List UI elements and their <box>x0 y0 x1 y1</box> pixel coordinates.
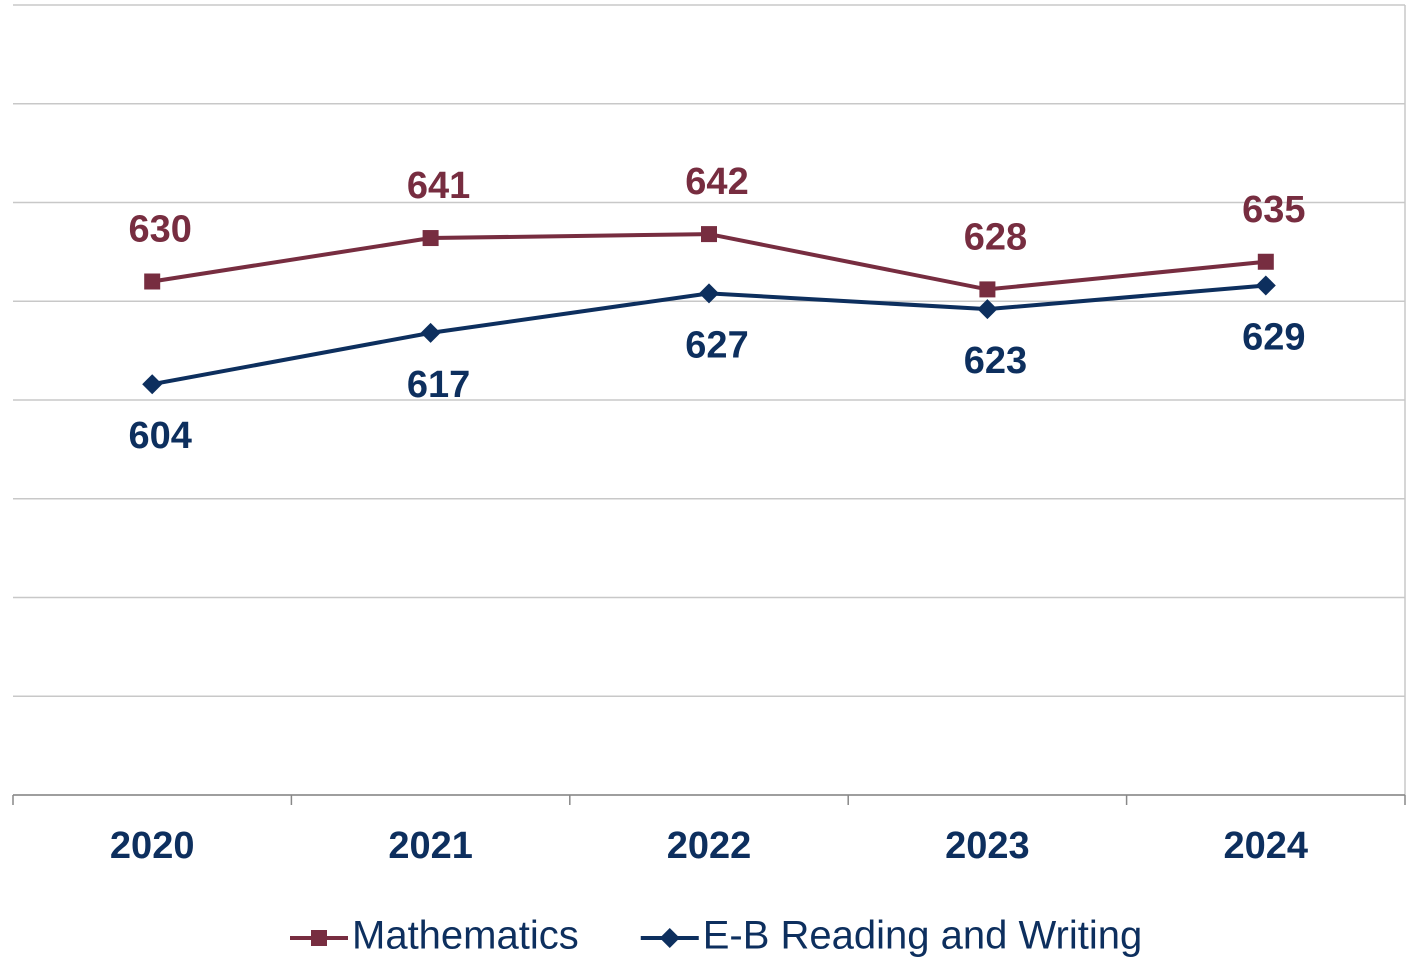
data-label: 604 <box>128 415 191 457</box>
marker <box>979 281 996 298</box>
x-tick-label: 2024 <box>1224 825 1309 867</box>
marker <box>420 322 441 343</box>
marker <box>422 230 439 247</box>
marker <box>1257 253 1274 270</box>
data-label: 617 <box>407 364 470 406</box>
marker <box>977 299 998 320</box>
legend-label: Mathematics <box>352 914 579 958</box>
marker <box>699 283 719 304</box>
marker <box>659 928 680 948</box>
marker <box>311 930 327 946</box>
legend-label: E-B Reading and Writing <box>703 914 1143 958</box>
x-tick-label: 2020 <box>110 825 195 867</box>
series-line <box>151 232 1266 292</box>
x-tick-label: 2023 <box>945 825 1030 867</box>
legend: Mathematics E-B Reading and Writing <box>290 914 1142 958</box>
data-label: 635 <box>1242 189 1305 231</box>
marker <box>142 374 163 395</box>
x-tick-label: 2022 <box>667 825 752 867</box>
data-label: 641 <box>407 165 470 207</box>
marker <box>701 226 717 243</box>
marker <box>144 273 161 290</box>
data-label: 629 <box>1242 316 1305 358</box>
data-label: 628 <box>964 216 1027 258</box>
marker <box>1255 275 1276 296</box>
x-tick-label: 2021 <box>388 825 473 867</box>
data-label: 642 <box>685 161 748 203</box>
data-label: 623 <box>964 340 1027 382</box>
data-label: 627 <box>685 324 748 366</box>
data-label: 630 <box>128 209 191 251</box>
